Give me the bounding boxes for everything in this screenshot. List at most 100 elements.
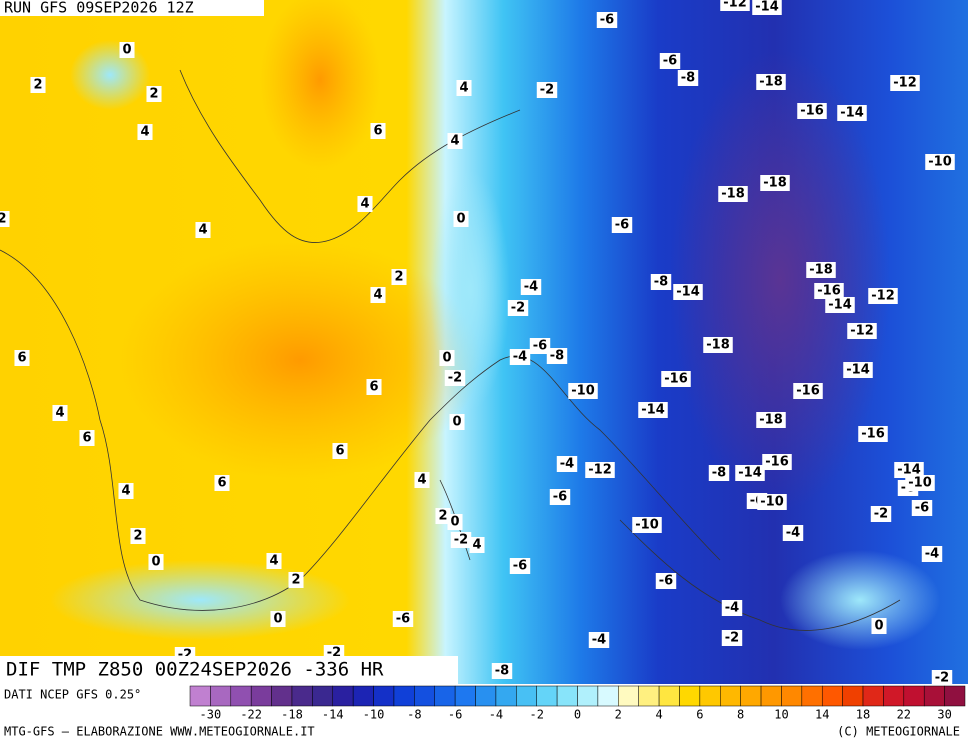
contour-label-box (450, 532, 472, 548)
colorbar-swatch (699, 685, 721, 707)
contour-label-box (735, 465, 765, 481)
contour-label-box (890, 75, 920, 91)
contour-label-box (546, 348, 568, 364)
colorbar-swatch (842, 685, 864, 707)
contour-label-box (638, 402, 668, 418)
contour-label: -16 (861, 427, 885, 442)
contour-label: -14 (840, 106, 864, 121)
contour-label: 4 (373, 288, 382, 303)
contour-label: -10 (908, 476, 932, 491)
contour-label-box (825, 297, 855, 313)
contour-label: -2 (540, 83, 554, 98)
contour-label-box (568, 383, 598, 399)
contour-label-box (146, 86, 162, 102)
contour-label: 2 (438, 509, 447, 524)
contour-label: -6 (600, 13, 614, 28)
contour-label: -8 (712, 466, 726, 481)
contour-label-box (366, 379, 382, 395)
run-banner (0, 0, 264, 16)
contour-label-box (148, 554, 164, 570)
contour-label-box (756, 412, 786, 428)
colorbar-tick-label: -4 (489, 708, 503, 722)
contour-label-box (118, 483, 134, 499)
contour-label: -14 (897, 463, 921, 478)
contour-label: 0 (442, 351, 451, 366)
contour-label-box (119, 42, 135, 58)
colorbar-swatch (618, 685, 639, 707)
contour-label: -12 (723, 0, 747, 11)
colorbar-swatch (862, 685, 884, 707)
contour-label: 4 (417, 473, 426, 488)
contour-label: 0 (450, 515, 459, 530)
contour-label-box (270, 611, 286, 627)
contour-label-box (449, 414, 465, 430)
colorbar-tick-label: 2 (615, 708, 622, 722)
colorbar-swatch (781, 685, 803, 707)
contour-label-box (611, 217, 633, 233)
colorbar-swatch (250, 685, 272, 707)
colorbar: -30 -22 -18 -14 -10 -8 -6 -4 -2 0 2 4 6 8 10 14 18 22 30 (189, 685, 966, 722)
contour-label: 2 (149, 87, 158, 102)
contour-label-box (870, 506, 892, 522)
contour-label: -6 (663, 54, 677, 69)
contour-label: -16 (817, 284, 841, 299)
contour-label-box (447, 514, 463, 530)
contour-label-box (30, 77, 46, 93)
contour-label: 2 (291, 573, 300, 588)
footer-left: MTG-GFS — ELABORAZIONE WWW.METEOGIORNALE… (4, 725, 315, 739)
contour-label: -8 (681, 71, 695, 86)
colorbar-swatch (923, 685, 945, 707)
colorbar-swatch (210, 685, 232, 707)
contour-label: -16 (765, 455, 789, 470)
contour-label: -6 (659, 574, 673, 589)
contour-label-box (214, 475, 230, 491)
contour-label: 6 (369, 380, 378, 395)
contour-label: -18 (759, 75, 783, 90)
contour-label-box (357, 196, 373, 212)
contour-label: -18 (763, 176, 787, 191)
contour-label: 0 (273, 612, 282, 627)
contour-label: -2 (448, 371, 462, 386)
colorbar-tick-label: 8 (737, 708, 744, 722)
contour-label: 4 (269, 554, 278, 569)
cool-area (70, 40, 150, 110)
contour-label-box (708, 465, 730, 481)
contour-label-box (793, 383, 823, 399)
contour-label: -6 (533, 339, 547, 354)
colorbar-swatch (821, 685, 843, 707)
cool-area (780, 550, 940, 650)
colorbar-swatch (312, 685, 334, 707)
contour-label-box (332, 443, 348, 459)
contour-label: -6 (615, 218, 629, 233)
contour-label: 0 (874, 619, 883, 634)
contour-label-box (392, 611, 414, 627)
contour-label: -16 (800, 104, 824, 119)
contour-label-box (659, 53, 681, 69)
contour-label: -14 (755, 0, 779, 15)
contour-label-box (673, 284, 703, 300)
contour-label-box (52, 405, 68, 421)
contour-label: -14 (828, 298, 852, 313)
colorbar-tick-label: -22 (240, 708, 262, 722)
contour-label: 6 (82, 431, 91, 446)
map-title: DIF TMP Z850 00Z24SEP2026 -336 HR (6, 659, 384, 681)
contour-label: -6 (396, 612, 410, 627)
colorbar-swatch (536, 685, 558, 707)
contour-label-box (843, 362, 873, 378)
contour-label-box (391, 269, 407, 285)
contour-label: -18 (721, 187, 745, 202)
warm-area (120, 240, 480, 480)
contour-label: -2 (935, 671, 949, 686)
contour-label: 0 (151, 555, 160, 570)
contour-label-box (549, 489, 571, 505)
contour-label: -14 (846, 363, 870, 378)
colorbar-tick-label: -8 (407, 708, 421, 722)
contour-label: 2 (33, 78, 42, 93)
contour-label-box (266, 553, 282, 569)
contour-label: -6 (513, 559, 527, 574)
colorbar-swatch (903, 685, 925, 707)
contour-label: -18 (809, 263, 833, 278)
contour-label-box (507, 300, 529, 316)
colorbar-tick-label: -14 (322, 708, 344, 722)
